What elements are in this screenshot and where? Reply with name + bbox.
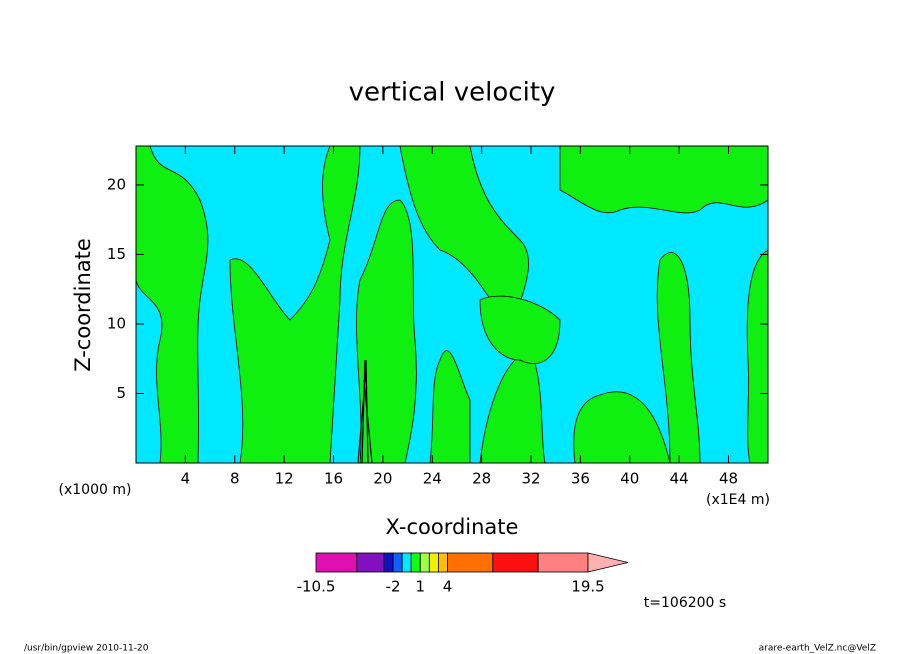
colorbar-tick-label: -2 [386, 578, 401, 596]
x-tick-label: 36 [571, 470, 590, 488]
footer-right: arare-earth_VelZ.nc@VelZ [759, 644, 876, 654]
contour-region [356, 199, 417, 464]
x-unit-left: (x1000 m) [59, 482, 132, 498]
x-tick-label: 40 [620, 470, 639, 488]
x-axis-label: X-coordinate [386, 515, 519, 539]
colorbar-segment [315, 552, 358, 573]
colorbar-tick-label: 19.5 [571, 578, 604, 596]
x-tick-label: 32 [521, 470, 540, 488]
x-tick-label: 4 [181, 470, 191, 488]
colorbar-extension [587, 552, 629, 573]
colorbar-segment [419, 552, 430, 573]
contour-region [656, 252, 701, 464]
y-tick-label: 5 [116, 384, 126, 402]
contour-region [479, 295, 561, 364]
y-tick-label: 15 [107, 245, 126, 263]
time-label: t=106200 s [644, 595, 726, 611]
contour-field [135, 145, 769, 464]
colorbar-segment [447, 552, 494, 573]
x-tick-label: 24 [423, 470, 442, 488]
colorbar-segment [537, 552, 589, 573]
colorbar-tick-label: 1 [415, 578, 425, 596]
footer-left: /usr/bin/gpview 2010-11-20 [24, 644, 149, 654]
contour-region [135, 145, 209, 464]
x-tick-label: 8 [230, 470, 240, 488]
contour-region [746, 249, 769, 464]
colorbar-segment [392, 552, 403, 573]
x-tick-label: 48 [719, 470, 738, 488]
contour-region [573, 391, 671, 464]
colorbar-tick-label: 4 [443, 578, 453, 596]
colorbar-segment [428, 552, 439, 573]
colorbar-segment [437, 552, 448, 573]
plot-frame [135, 145, 769, 464]
x-tick-label: 20 [373, 470, 392, 488]
y-tick-label: 10 [107, 314, 126, 332]
contour-region [559, 145, 769, 214]
colorbar-tick-label: -10.5 [297, 578, 336, 596]
colorbar-segment [492, 552, 539, 573]
x-unit-right: (x1E4 m) [706, 492, 770, 508]
x-tick-label: 16 [324, 470, 343, 488]
colorbar-segment [401, 552, 412, 573]
x-tick-label: 28 [472, 470, 491, 488]
x-tick-label: 12 [275, 470, 294, 488]
colorbar-segment [356, 552, 385, 573]
y-axis-label: Z-coordinate [71, 238, 95, 372]
colorbar-segment [410, 552, 421, 573]
y-tick-label: 20 [107, 175, 126, 193]
x-tick-label: 44 [670, 470, 689, 488]
chart-title: vertical velocity [349, 78, 556, 108]
contour-spike [357, 359, 373, 464]
colorbar-segment [383, 552, 394, 573]
